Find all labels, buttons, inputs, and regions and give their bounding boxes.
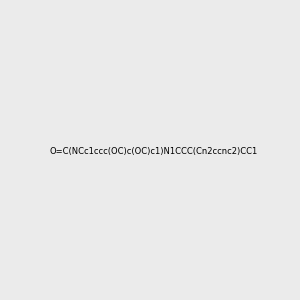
Text: O=C(NCc1ccc(OC)c(OC)c1)N1CCC(Cn2ccnc2)CC1: O=C(NCc1ccc(OC)c(OC)c1)N1CCC(Cn2ccnc2)CC… xyxy=(50,147,258,156)
